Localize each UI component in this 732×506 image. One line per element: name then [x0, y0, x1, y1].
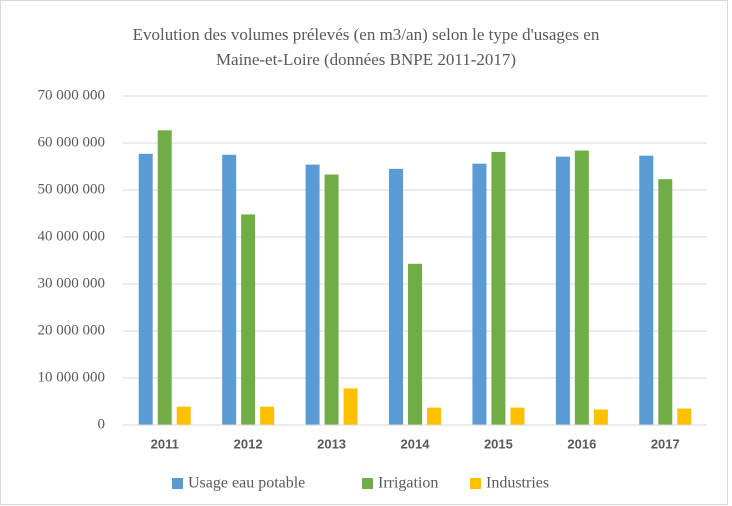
chart-title: Maine-et-Loire (données BNPE 2011-2017)	[216, 50, 516, 69]
bar	[408, 263, 422, 425]
x-tick-label: 2017	[651, 436, 680, 451]
y-tick-label: 60 000 000	[38, 134, 106, 150]
bar	[427, 407, 441, 425]
legend-label: Industries	[486, 475, 549, 492]
y-tick-label: 20 000 000	[38, 322, 106, 338]
bar	[157, 130, 172, 425]
x-tick-label: 2011	[151, 436, 179, 451]
bar	[324, 174, 339, 425]
legend-swatch	[362, 478, 373, 489]
y-tick-label: 30 000 000	[38, 275, 106, 291]
bar	[555, 156, 570, 425]
legend-swatch	[470, 478, 481, 489]
bar	[510, 407, 525, 425]
x-tick-label: 2015	[484, 436, 513, 451]
bar	[389, 168, 403, 425]
x-tick-label: 2016	[567, 436, 596, 451]
x-tick-label: 2014	[401, 436, 431, 451]
bar	[176, 406, 191, 425]
y-tick-label: 0	[98, 416, 106, 432]
legend-label: Irrigation	[378, 475, 438, 492]
bar	[241, 214, 256, 425]
bar	[138, 153, 153, 425]
legend-swatch	[172, 478, 183, 489]
bar	[260, 406, 275, 425]
bar	[343, 388, 358, 425]
y-tick-label: 40 000 000	[38, 228, 106, 244]
bar	[574, 150, 589, 425]
y-tick-label: 70 000 000	[38, 87, 106, 103]
legend-label: Usage eau potable	[188, 475, 305, 492]
x-tick-label: 2012	[234, 436, 263, 451]
y-tick-label: 50 000 000	[38, 181, 106, 197]
bar	[639, 155, 654, 425]
bar	[677, 408, 692, 425]
bar	[222, 154, 237, 425]
bar	[593, 409, 608, 425]
bar	[491, 151, 506, 425]
x-tick-label: 2013	[317, 436, 346, 451]
chart-title: Evolution des volumes prélevés (en m3/an…	[133, 25, 600, 44]
bar	[472, 163, 487, 425]
bar	[658, 179, 673, 425]
y-tick-label: 10 000 000	[38, 369, 106, 385]
bar	[305, 164, 320, 425]
